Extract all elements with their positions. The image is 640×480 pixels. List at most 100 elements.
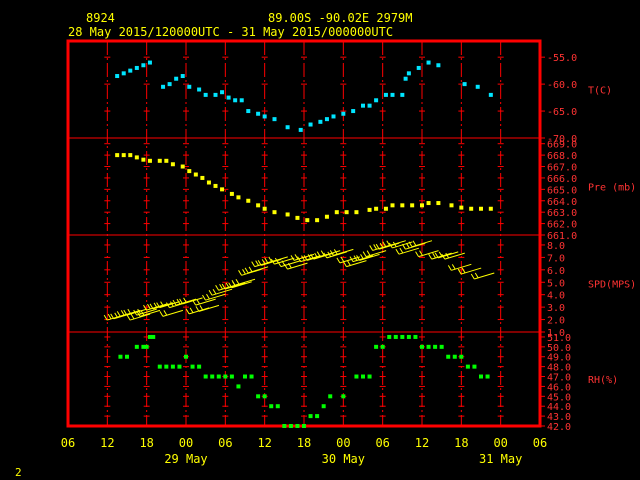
temperature-point <box>318 119 323 124</box>
temperature-point <box>203 92 208 97</box>
humidity-point <box>354 374 359 379</box>
wind-barb-shaft <box>162 309 184 317</box>
pressure-point <box>295 215 300 220</box>
y-tick-label: 45.0 <box>547 392 571 403</box>
pressure-point <box>147 158 152 163</box>
temperature-point <box>406 71 411 76</box>
temperature-point <box>220 90 225 95</box>
wind-barb-feather <box>153 302 158 309</box>
wind-barb-shaft <box>234 278 256 286</box>
temperature-point <box>426 60 431 65</box>
humidity-point <box>302 424 306 428</box>
wind-barb-feather <box>202 294 206 301</box>
temperature-point <box>239 98 244 103</box>
y-tick-label: 8.0 <box>547 241 565 252</box>
corner-label: 2 <box>15 466 22 479</box>
humidity-point <box>236 384 241 389</box>
wind-barb-feather <box>251 261 256 267</box>
temperature-point <box>403 76 408 81</box>
wind-barb <box>415 250 439 258</box>
wind-barb-feather <box>268 256 273 263</box>
temperature-point <box>298 127 303 132</box>
humidity-point <box>177 364 182 369</box>
temperature-point <box>462 82 467 87</box>
x-tick-label: 00 <box>493 436 507 450</box>
wind-barb-feather <box>255 260 260 266</box>
humidity-point <box>479 374 483 379</box>
wind-barb-feather <box>294 254 299 260</box>
humidity-point <box>406 334 411 339</box>
humidity-point <box>147 334 152 339</box>
wind-barb-feather <box>327 251 332 258</box>
wind-barb-shaft <box>444 252 465 260</box>
wind-barb-feather <box>323 252 328 259</box>
wind-barb-feather <box>386 240 391 246</box>
wind-barb-feather <box>343 261 347 267</box>
wind-barb-shaft <box>274 257 295 265</box>
wind-barb-shaft <box>461 267 482 275</box>
humidity-point <box>400 334 405 339</box>
pressure-point <box>256 203 261 208</box>
humidity-point <box>387 334 392 339</box>
pressure-point <box>246 198 251 203</box>
wind-barb-shaft <box>267 256 288 264</box>
temperature-point <box>488 92 493 97</box>
x-tick-label: 06 <box>533 436 547 450</box>
pressure-point <box>436 201 441 206</box>
wind-barb-feather <box>179 298 183 305</box>
humidity-point <box>269 404 274 409</box>
y-tick-label: 46.0 <box>547 382 571 393</box>
pressure-point <box>410 203 415 208</box>
humidity-point <box>134 344 139 349</box>
wind-barb-feather <box>183 297 187 304</box>
wind-barb <box>195 304 220 312</box>
pressure-point <box>374 206 379 211</box>
wind-barb-feather <box>185 308 190 315</box>
x-tick-label: 12 <box>415 436 429 450</box>
wind-barb <box>264 256 288 264</box>
pressure-point <box>344 210 349 215</box>
humidity-point <box>151 334 156 339</box>
y-tick-label: 661.0 <box>547 231 577 242</box>
station-location: 89.00S -90.02E 2979M <box>268 11 413 25</box>
temperature-point <box>351 109 356 114</box>
wind-barb-feather <box>441 253 446 260</box>
wind-barb-feather <box>349 256 354 262</box>
pressure-point <box>128 153 133 158</box>
y-tick-label: 51.0 <box>547 333 571 344</box>
wind-barb-feather <box>126 314 131 321</box>
wind-barb-feather <box>140 310 145 316</box>
wind-barb-feather <box>366 250 371 256</box>
temperature-point <box>115 74 120 79</box>
humidity-point <box>210 374 215 379</box>
x-tick-label: 18 <box>297 436 311 450</box>
wind-barb-feather <box>110 313 115 320</box>
wind-barb-shaft <box>287 262 308 270</box>
wind-barb-feather <box>228 282 233 289</box>
wind-barb-feather <box>415 251 419 257</box>
pressure-point <box>459 205 464 210</box>
pressure-point <box>236 195 241 200</box>
wind-barb-feather <box>438 251 443 258</box>
humidity-point <box>184 354 188 359</box>
wind-barb-feather <box>264 257 269 264</box>
humidity-point <box>446 354 451 359</box>
wind-barb <box>362 250 387 258</box>
wind-barb-feather <box>408 241 413 247</box>
wind-barb-shaft <box>438 251 459 259</box>
wind-barb <box>356 253 380 261</box>
temperature-point <box>167 82 172 87</box>
wind-barb-feather <box>238 270 242 276</box>
wind-barb-feather <box>225 282 230 289</box>
x-tick-label: 06 <box>61 436 75 450</box>
wind-barb-feather <box>451 264 456 270</box>
wind-barb <box>202 293 226 301</box>
humidity-point <box>341 394 346 399</box>
humidity-point <box>472 364 477 369</box>
wind-barb <box>159 309 184 317</box>
x-tick-label: 06 <box>375 436 389 450</box>
wind-barb-feather <box>336 257 341 264</box>
wind-barb-feather <box>192 299 197 306</box>
x-tick-label: 12 <box>100 436 114 450</box>
